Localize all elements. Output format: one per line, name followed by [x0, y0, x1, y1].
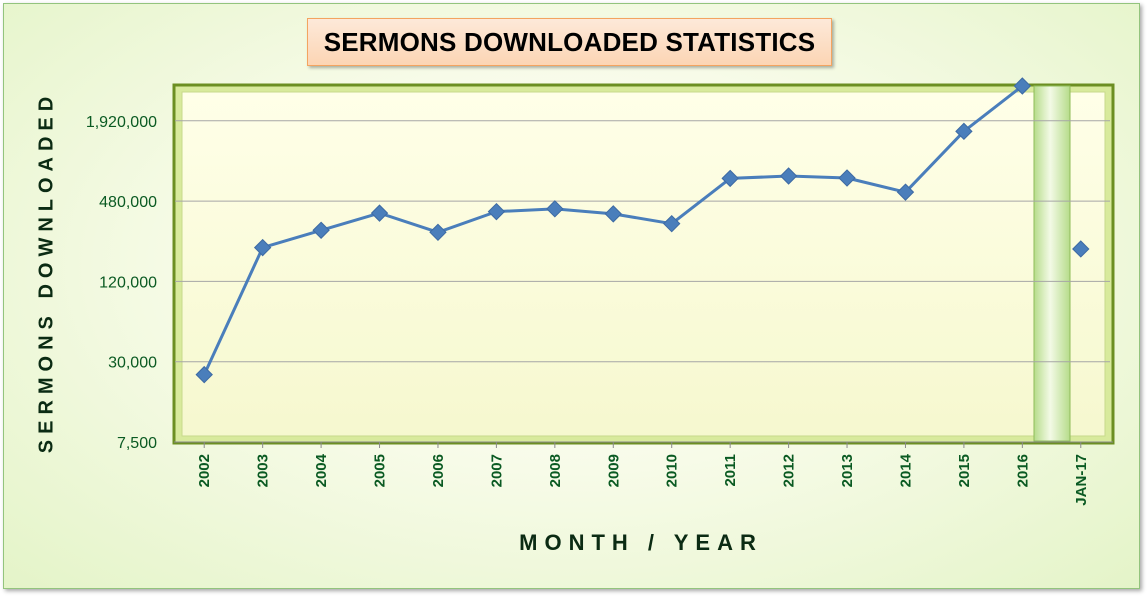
x-tick-label: 2011 [722, 454, 739, 487]
x-tick-labels: 2002 2003 2004 2005 2006 2007 2008 2009 2010 2011… [196, 442, 1090, 506]
data-point-marker [779, 167, 798, 185]
x-tick-label: 2010 [664, 454, 681, 487]
x-tick-label: 2008 [547, 454, 564, 487]
data-point-marker [1072, 240, 1090, 258]
x-tick-label: 2009 [605, 454, 622, 487]
data-point-marker [1013, 77, 1032, 95]
data-point-marker [663, 214, 681, 233]
data-point-marker [253, 238, 272, 257]
data-point-marker [370, 204, 389, 222]
data-point-marker [604, 205, 622, 223]
data-point-marker [546, 200, 564, 218]
x-tick-label: 2014 [897, 453, 914, 487]
x-tick-label: 2003 [255, 454, 272, 487]
data-point-marker [896, 183, 915, 201]
y-tick-label: 1,920,000 [86, 114, 157, 131]
y-tick-label: 30,000 [108, 355, 157, 372]
series-layer [195, 77, 1090, 384]
data-point-marker [312, 221, 330, 239]
x-tick-label: 2016 [1014, 454, 1031, 487]
chart-title-box: SERMONS DOWNLOADED STATISTICS [307, 18, 832, 66]
data-point-marker [955, 122, 973, 141]
data-point-marker [838, 169, 856, 187]
x-tick-label: 2012 [781, 454, 798, 487]
y-tick-label: 480,000 [99, 194, 157, 211]
data-point-marker [195, 365, 213, 384]
chart-title: SERMONS DOWNLOADED STATISTICS [323, 26, 816, 57]
y-tick-labels: 7,500 30,000 120,000 480,000 1,920,000 [86, 114, 157, 452]
data-point-marker [721, 169, 739, 188]
x-tick-label: 2015 [956, 454, 973, 487]
data-point-marker [429, 223, 447, 242]
x-tick-label: 2005 [372, 454, 389, 487]
x-tick-label: 2006 [430, 454, 447, 487]
gridlines [175, 120, 1110, 363]
x-tick-label: JAN-17 [1073, 454, 1090, 506]
x-tick-label: 2002 [196, 454, 213, 487]
x-tick-label: 2013 [839, 454, 856, 487]
x-axis-title: MONTH / YEAR [519, 530, 763, 555]
y-tick-label: 120,000 [99, 274, 157, 291]
jan17-highlight-band [1033, 85, 1071, 442]
y-tick-label: 7,500 [117, 435, 157, 452]
x-tick-label: 2004 [313, 453, 330, 487]
plot-area [181, 91, 1106, 437]
x-tick-label: 2007 [488, 454, 505, 487]
data-point-marker [487, 202, 506, 221]
